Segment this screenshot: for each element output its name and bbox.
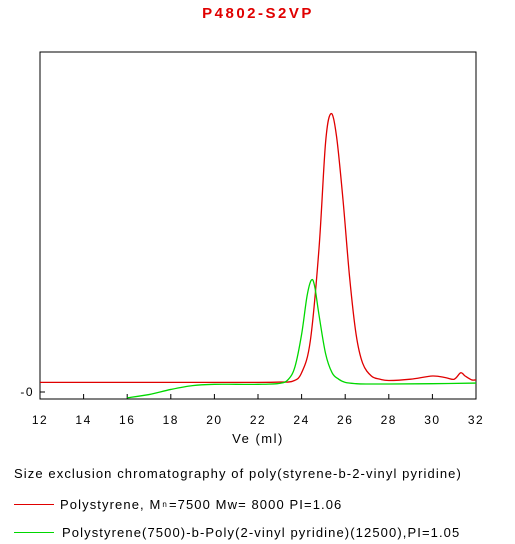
series-line-polystyrene <box>40 112 477 384</box>
axes: 12 14 16 18 20 22 24 26 28 30 32 -0 <box>20 385 484 427</box>
legend-text-after: =7500 Mw= 8000 PI=1.06 <box>168 497 343 512</box>
series-layer <box>40 112 477 399</box>
x-tick-label: 30 <box>424 413 440 427</box>
legend-text-before: Polystyrene(7500)-b-Poly(2-vinyl pyridin… <box>62 525 461 540</box>
legend-item-polystyrene: Polystyrene, M n =7500 Mw= 8000 PI=1.06 <box>14 497 342 512</box>
series-line-block-copolymer <box>127 278 477 399</box>
legend-text-before: Polystyrene, M <box>60 497 162 512</box>
x-tick-label: 20 <box>206 413 222 427</box>
x-axis-label: Ve (ml) <box>232 431 284 446</box>
legend-item-block-copolymer: Polystyrene(7500)-b-Poly(2-vinyl pyridin… <box>14 525 460 540</box>
chart-caption: Size exclusion chromatography of poly(st… <box>14 466 462 481</box>
x-tick-label: 24 <box>293 413 309 427</box>
x-tick-label: 16 <box>119 413 135 427</box>
x-tick-label: 18 <box>163 413 179 427</box>
x-tick-label: 28 <box>381 413 397 427</box>
x-tick-label: 14 <box>75 413 91 427</box>
legend-swatch-green <box>14 532 54 533</box>
x-tick-label: 26 <box>337 413 353 427</box>
x-tick-label: 22 <box>250 413 266 427</box>
x-tick-label: 12 <box>32 413 48 427</box>
chart-title: P4802-S2VP <box>202 5 314 22</box>
legend-swatch-red <box>14 504 54 505</box>
x-tick-label: 32 <box>468 413 484 427</box>
legend-subscript: n <box>162 500 168 509</box>
y-tick-label: -0 <box>20 385 34 399</box>
plot-frame <box>39 51 477 400</box>
